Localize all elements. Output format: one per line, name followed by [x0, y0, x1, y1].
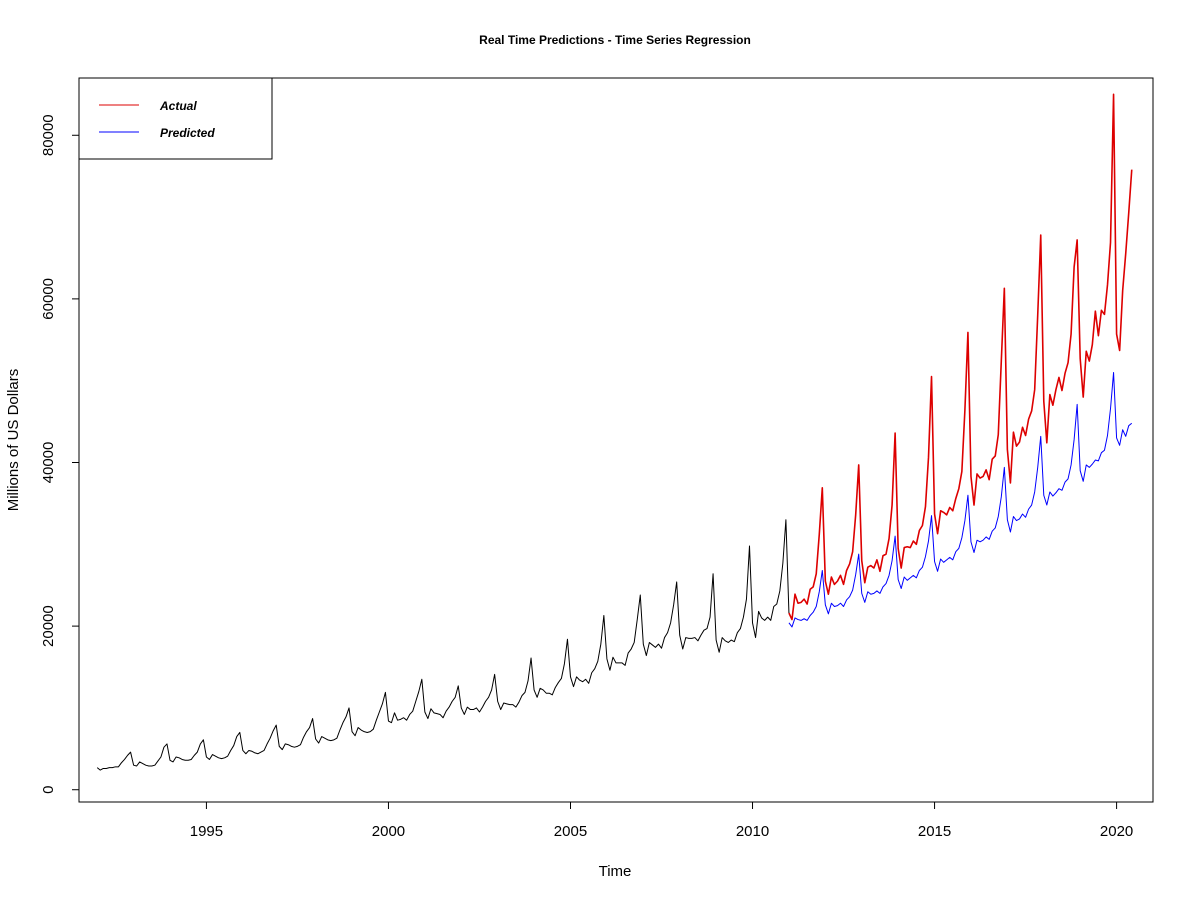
series-layer: [96, 93, 1133, 771]
plot-frame: [78, 77, 1154, 803]
series-line-predicted: [788, 372, 1133, 628]
x-tick-label-2020: 2020: [1100, 823, 1133, 840]
y-tick-label-80000: 80000: [40, 114, 57, 156]
y-tick-label-20000: 20000: [40, 605, 57, 647]
y-axis-label: Millions of US Dollars: [5, 369, 22, 512]
x-tick-label-2015: 2015: [918, 823, 951, 840]
x-axis: 1995 2000 2005 2010 2015 2020: [190, 801, 1133, 840]
chart-title: Real Time Predictions - Time Series Regr…: [479, 33, 751, 47]
x-tick-label-2005: 2005: [554, 823, 587, 840]
y-tick-label-60000: 60000: [40, 278, 57, 320]
y-tick-label-0: 0: [40, 786, 57, 794]
series-line-history: [96, 519, 790, 771]
x-axis-label: Time: [599, 863, 632, 880]
x-tick-label-2010: 2010: [736, 823, 769, 840]
y-tick-label-40000: 40000: [40, 442, 57, 484]
legend: Actual Predicted: [78, 77, 273, 160]
y-axis: 0 20000 40000 60000 80000: [40, 114, 80, 794]
legend-box: [78, 77, 273, 160]
legend-label-actual: Actual: [159, 99, 197, 113]
series-line-actual: [788, 93, 1133, 621]
x-tick-label-1995: 1995: [190, 823, 223, 840]
x-tick-label-2000: 2000: [372, 823, 405, 840]
legend-label-predicted: Predicted: [160, 126, 215, 140]
